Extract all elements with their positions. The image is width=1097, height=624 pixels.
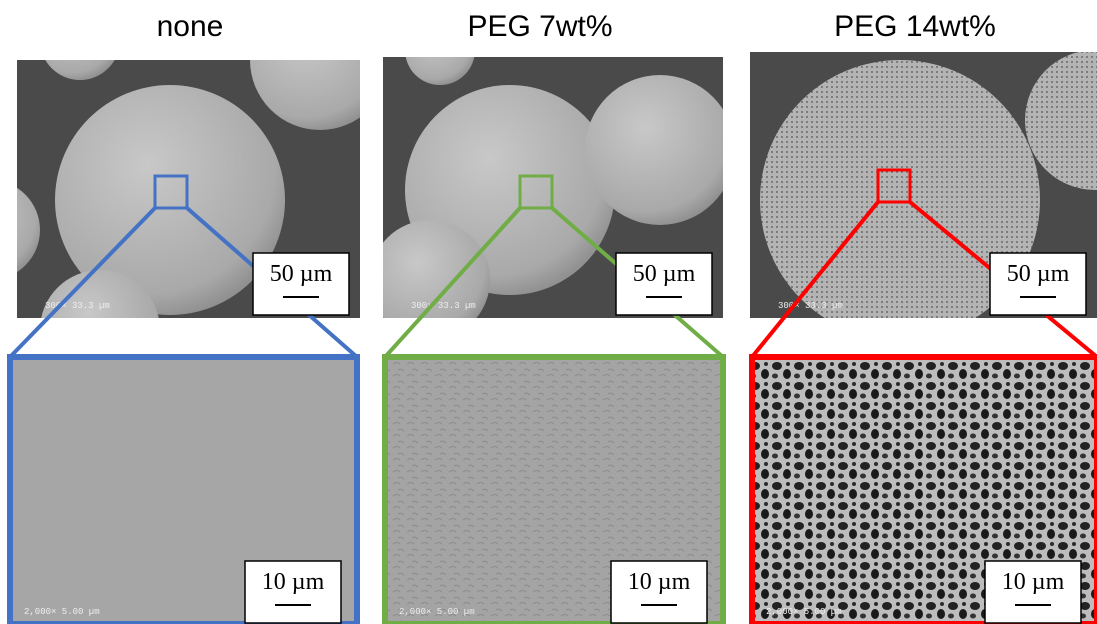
scale-label: 50 µm xyxy=(270,261,333,287)
panel-title: none xyxy=(157,10,224,43)
scale-label: 10 µm xyxy=(1002,569,1065,595)
image-info: 2,000× 5.00 µm xyxy=(24,607,100,617)
scale-label: 10 µm xyxy=(628,569,691,595)
panel-title: PEG 14wt% xyxy=(834,10,996,43)
figure: none 300× 33.3 µm 2,000× 5.00 µm 50 µm 10 µm… xyxy=(0,0,1097,624)
particle xyxy=(405,15,475,85)
image-info: 300× 33.3 µm xyxy=(778,301,843,311)
particle xyxy=(585,75,735,225)
particle xyxy=(370,220,490,340)
particle xyxy=(40,0,120,80)
scale-label: 50 µm xyxy=(633,261,696,287)
panel-title: PEG 7wt% xyxy=(467,10,612,43)
image-info: 2,000× 5.00 µm xyxy=(766,607,842,617)
sem-image xyxy=(0,0,390,390)
image-info: 300× 33.3 µm xyxy=(411,301,476,311)
scale-label: 10 µm xyxy=(262,569,325,595)
image-info: 2,000× 5.00 µm xyxy=(399,607,475,617)
scale-label: 50 µm xyxy=(1007,261,1070,287)
